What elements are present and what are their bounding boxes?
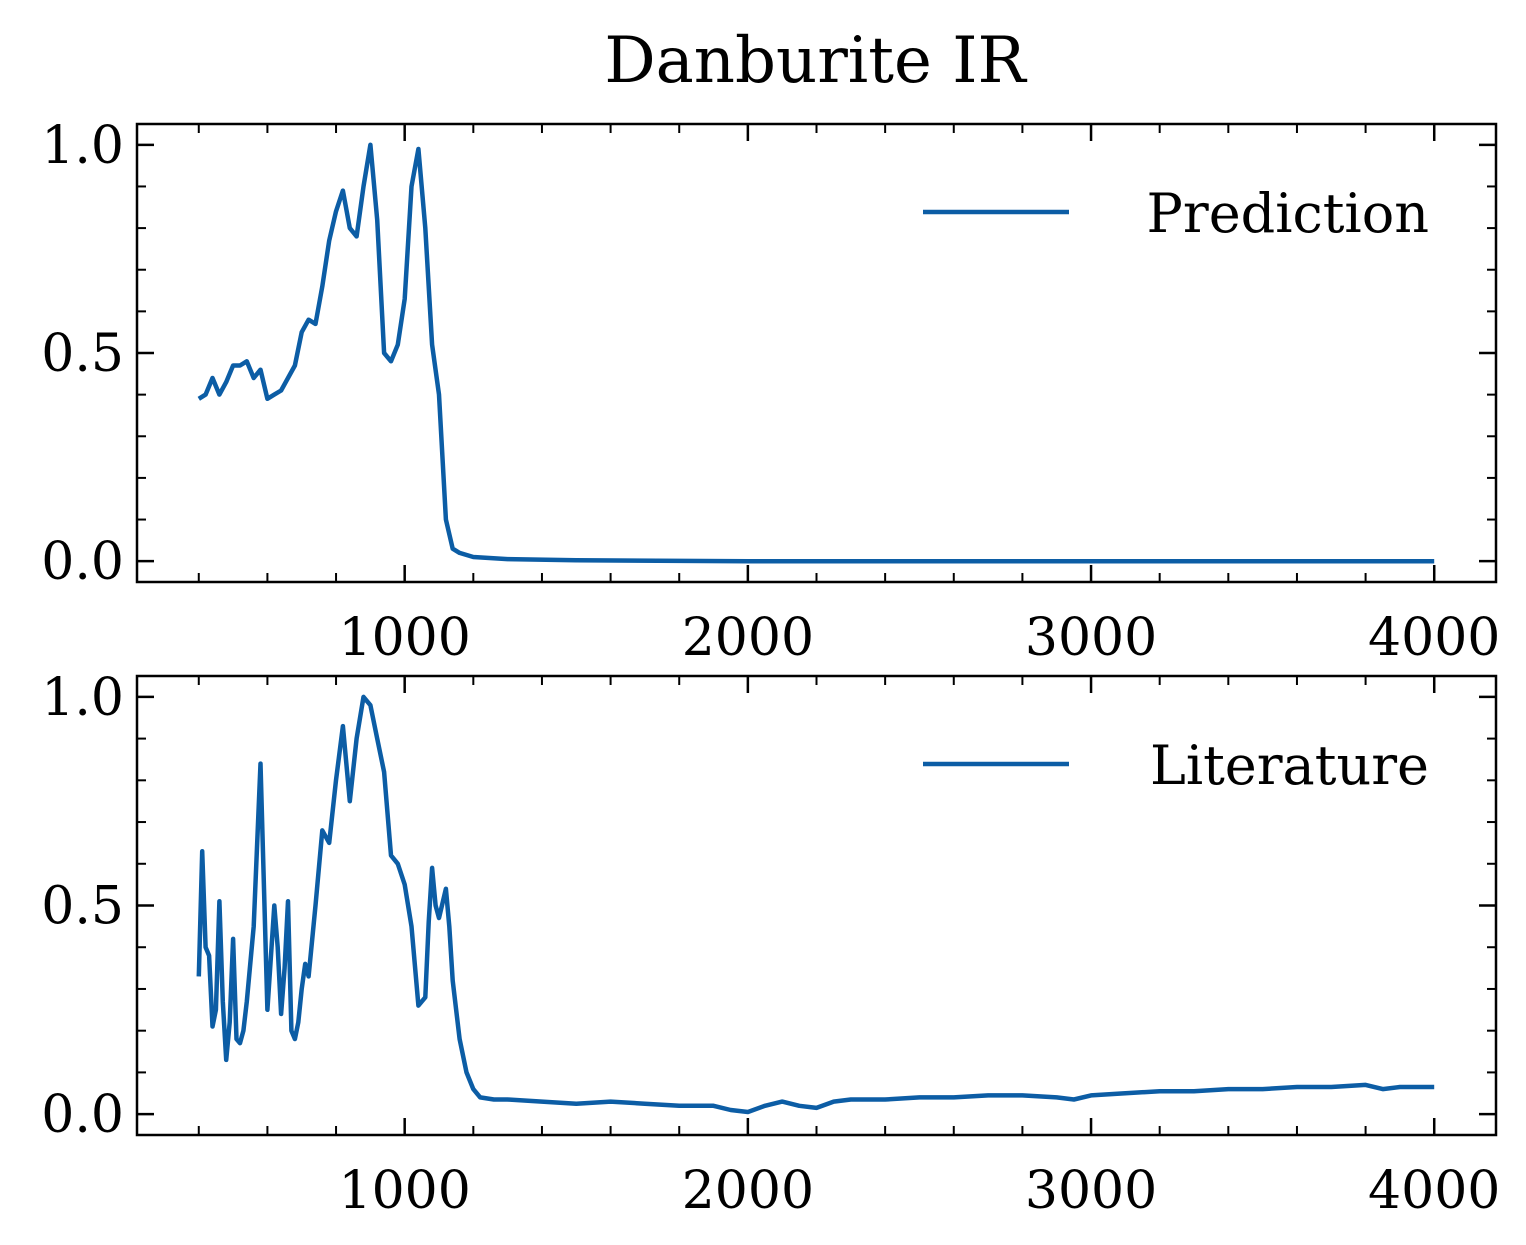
x-tick-label: 1000 bbox=[339, 1161, 471, 1221]
y-tick-label: 1.0 bbox=[41, 668, 124, 728]
x-tick-label: 3000 bbox=[1025, 1161, 1157, 1221]
x-tick-label: 3000 bbox=[1025, 608, 1157, 668]
chart-title: Danburite IR bbox=[604, 24, 1027, 98]
y-tick-label: 0.0 bbox=[41, 532, 124, 592]
panel-literature: 1000 2000 3000 4000 0.0 0.5 1.0 Literature bbox=[41, 668, 1500, 1221]
y-tick-label: 1.0 bbox=[41, 116, 124, 176]
legend: Prediction bbox=[923, 182, 1429, 245]
series-line-literature bbox=[196, 694, 1435, 1115]
x-tick-label: 1000 bbox=[339, 608, 471, 668]
panel-prediction: 1000 2000 3000 4000 0.0 0.5 1.0 Prediction bbox=[41, 116, 1500, 668]
x-tick-label: 2000 bbox=[682, 1161, 814, 1221]
legend-label: Prediction bbox=[1147, 182, 1429, 245]
y-tick-label: 0.5 bbox=[41, 324, 124, 384]
legend: Literature bbox=[923, 734, 1429, 797]
legend-label: Literature bbox=[1150, 734, 1429, 797]
x-tick-label: 4000 bbox=[1368, 608, 1500, 668]
y-tick-label: 0.0 bbox=[41, 1085, 124, 1145]
x-tick-label: 4000 bbox=[1368, 1161, 1500, 1221]
x-tick-label: 2000 bbox=[682, 608, 814, 668]
y-tick-label: 0.5 bbox=[41, 877, 124, 937]
